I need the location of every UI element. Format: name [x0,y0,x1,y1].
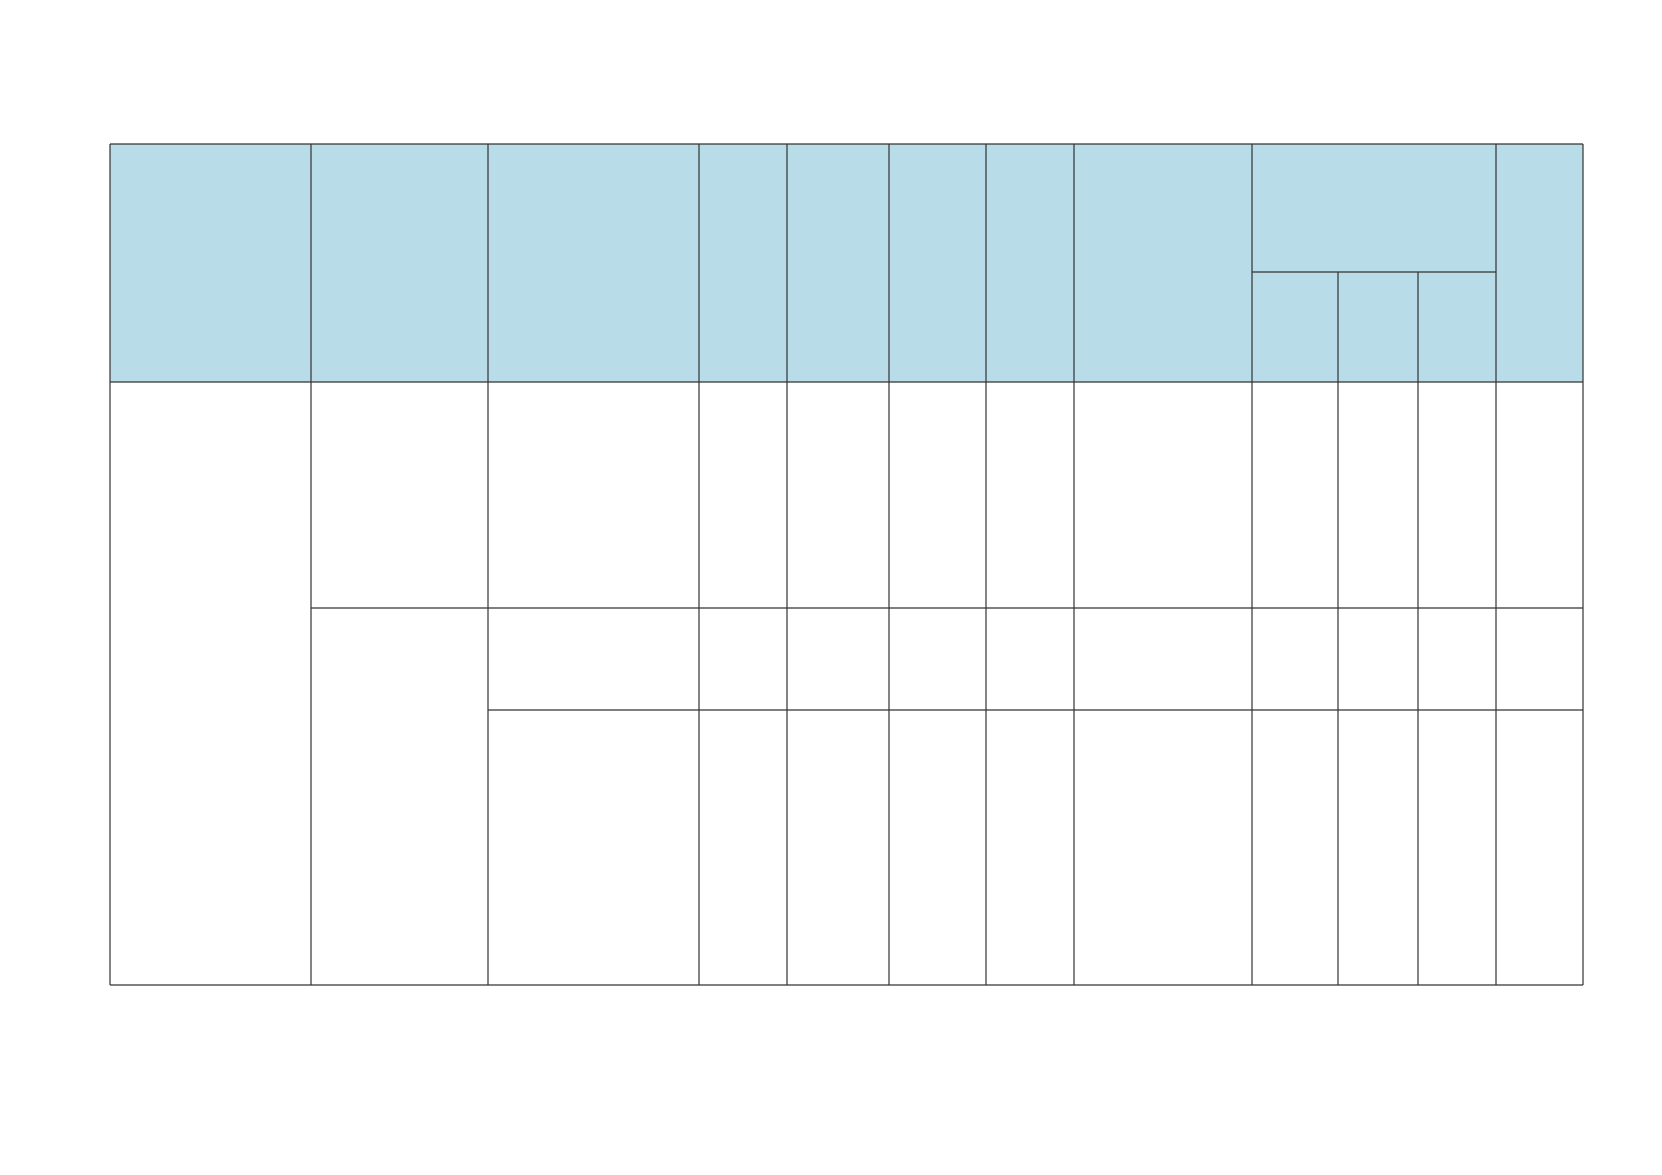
table-grid [109,143,1584,986]
header-background [110,144,1583,382]
